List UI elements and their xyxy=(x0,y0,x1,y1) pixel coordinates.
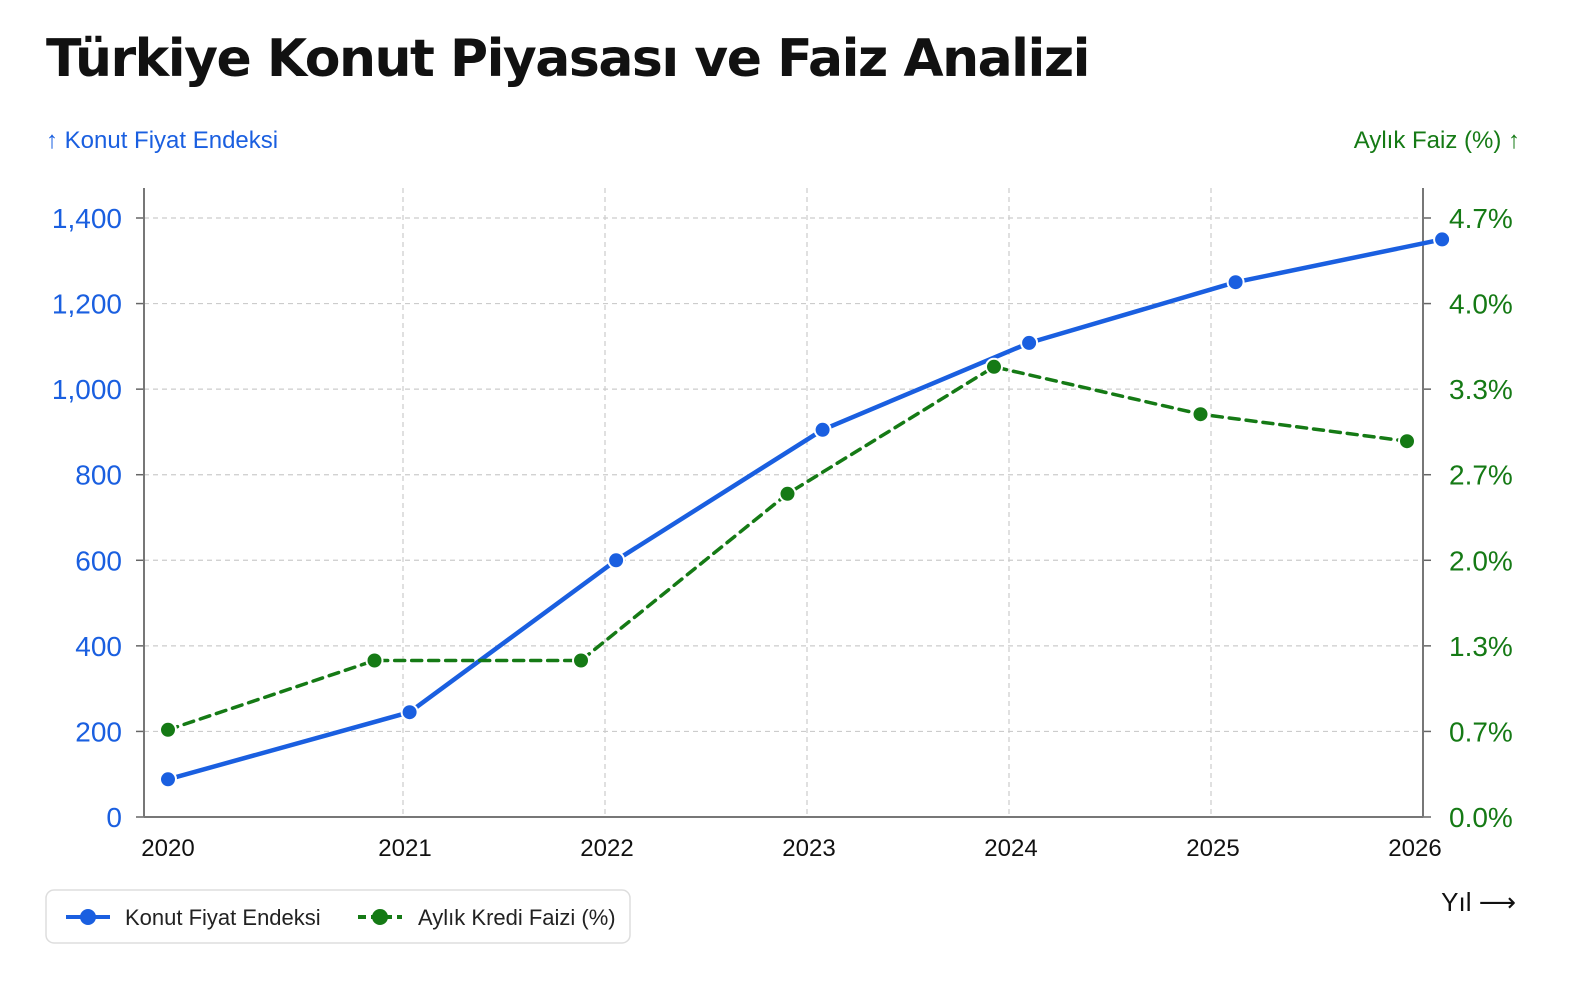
right-tick-label: 2.0% xyxy=(1449,545,1513,576)
data-point xyxy=(1226,273,1245,292)
left-tick-label: 1,200 xyxy=(52,289,122,320)
series-0 xyxy=(159,230,1452,789)
left-tick-label: 1,000 xyxy=(52,374,122,405)
left-axis-title: ↑ Konut Fiyat Endeksi xyxy=(46,127,278,154)
right-tick-label: 1.3% xyxy=(1449,631,1513,662)
x-tick-label: 2025 xyxy=(1186,835,1239,862)
data-point xyxy=(400,703,419,722)
left-tick-label: 400 xyxy=(75,631,122,662)
x-tick-label: 2023 xyxy=(782,835,835,862)
right-tick-label: 4.0% xyxy=(1449,289,1513,320)
left-tick-label: 800 xyxy=(75,460,122,491)
x-axis-title: Yıl ⟶ xyxy=(1441,887,1516,917)
legend-swatch-marker xyxy=(80,909,96,925)
legend-item: Aylık Kredi Faizi (%) xyxy=(358,905,616,930)
left-tick-label: 1,400 xyxy=(52,203,122,234)
data-point xyxy=(813,420,832,439)
data-point xyxy=(607,551,626,570)
legend-swatch-marker xyxy=(372,909,388,925)
right-tick-label: 2.7% xyxy=(1449,460,1513,491)
left-tick-label: 600 xyxy=(75,545,122,576)
right-axis-title: Aylık Faiz (%) ↑ xyxy=(1354,127,1520,154)
data-point xyxy=(778,484,797,503)
data-point xyxy=(159,720,177,739)
legend-label: Aylık Kredi Faizi (%) xyxy=(418,905,616,930)
chart-title: Türkiye Konut Piyasası ve Faiz Analizi xyxy=(46,29,1089,89)
x-tick-label: 2026 xyxy=(1388,835,1441,862)
x-tick-label: 2022 xyxy=(580,835,633,862)
series-line xyxy=(165,237,1445,782)
right-tick-label: 3.3% xyxy=(1449,374,1513,405)
series-1 xyxy=(159,357,1416,739)
data-point xyxy=(1020,333,1039,352)
x-tick-label: 2024 xyxy=(984,835,1037,862)
axes xyxy=(136,188,1431,818)
right-tick-label: 0.7% xyxy=(1449,716,1513,747)
data-point xyxy=(985,357,1003,376)
grid xyxy=(144,188,1423,817)
legend: Konut Fiyat Endeksi Aylık Kredi Faizi (%) xyxy=(45,889,631,944)
legend-label: Konut Fiyat Endeksi xyxy=(125,905,321,930)
data-point xyxy=(1398,432,1416,451)
x-tick-label: 2020 xyxy=(141,835,194,862)
legend-box xyxy=(45,889,631,944)
legend-items: Konut Fiyat Endeksi Aylık Kredi Faizi (%) xyxy=(66,905,616,930)
right-tick-label: 0.0% xyxy=(1449,802,1513,833)
data-point xyxy=(365,651,384,670)
series-line xyxy=(166,365,1409,732)
tick-labels: 0 0.0% 200 0.7% 400 1.3% 600 2.0% 800 2.7% 1,000 3.… xyxy=(52,203,1513,862)
data-point xyxy=(159,770,177,789)
legend-item: Konut Fiyat Endeksi xyxy=(66,905,321,930)
series-layer xyxy=(159,230,1452,789)
right-tick-label: 4.7% xyxy=(1449,203,1513,234)
left-tick-label: 200 xyxy=(75,716,122,747)
data-point xyxy=(1433,230,1452,249)
data-point xyxy=(572,651,590,670)
left-tick-label: 0 xyxy=(106,802,122,833)
data-point xyxy=(1191,405,1210,424)
x-tick-label: 2021 xyxy=(378,835,431,862)
